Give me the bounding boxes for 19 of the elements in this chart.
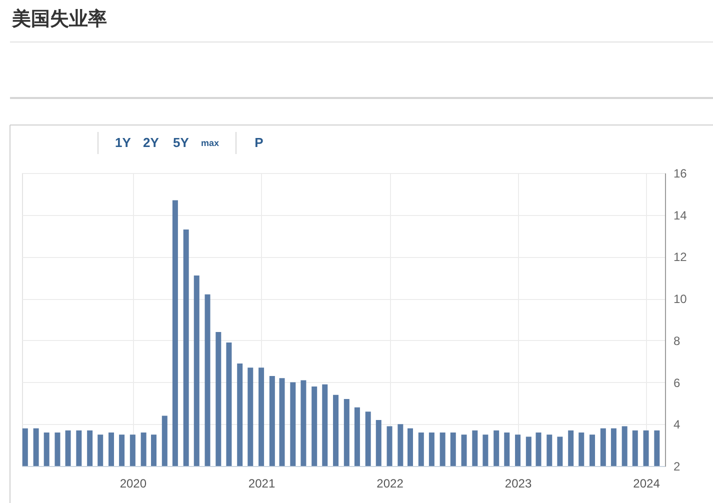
text: P xyxy=(254,135,264,150)
y-tick-label: 16 xyxy=(674,166,688,180)
x-tick-label: 2020 xyxy=(120,476,147,490)
x-tick-label: 2022 xyxy=(376,476,404,490)
text: 5Y xyxy=(173,135,190,150)
y-tick-label: 6 xyxy=(674,376,680,390)
y-tick-label: 12 xyxy=(674,250,688,264)
chart-title: 美国失业率 xyxy=(11,8,107,30)
text: 1Y xyxy=(115,135,132,150)
y-tick-label: 8 xyxy=(674,334,680,348)
y-tick-label: 4 xyxy=(674,418,680,432)
y-tick-label: 10 xyxy=(674,292,688,306)
text: max xyxy=(200,138,220,148)
y-tick-label: 14 xyxy=(674,208,688,222)
x-tick-label: 2021 xyxy=(248,476,276,490)
x-tick-label: 2024 xyxy=(633,476,660,490)
x-tick-label: 2023 xyxy=(504,476,532,490)
text: 2Y xyxy=(143,135,160,150)
y-tick-label: 2 xyxy=(674,460,680,474)
